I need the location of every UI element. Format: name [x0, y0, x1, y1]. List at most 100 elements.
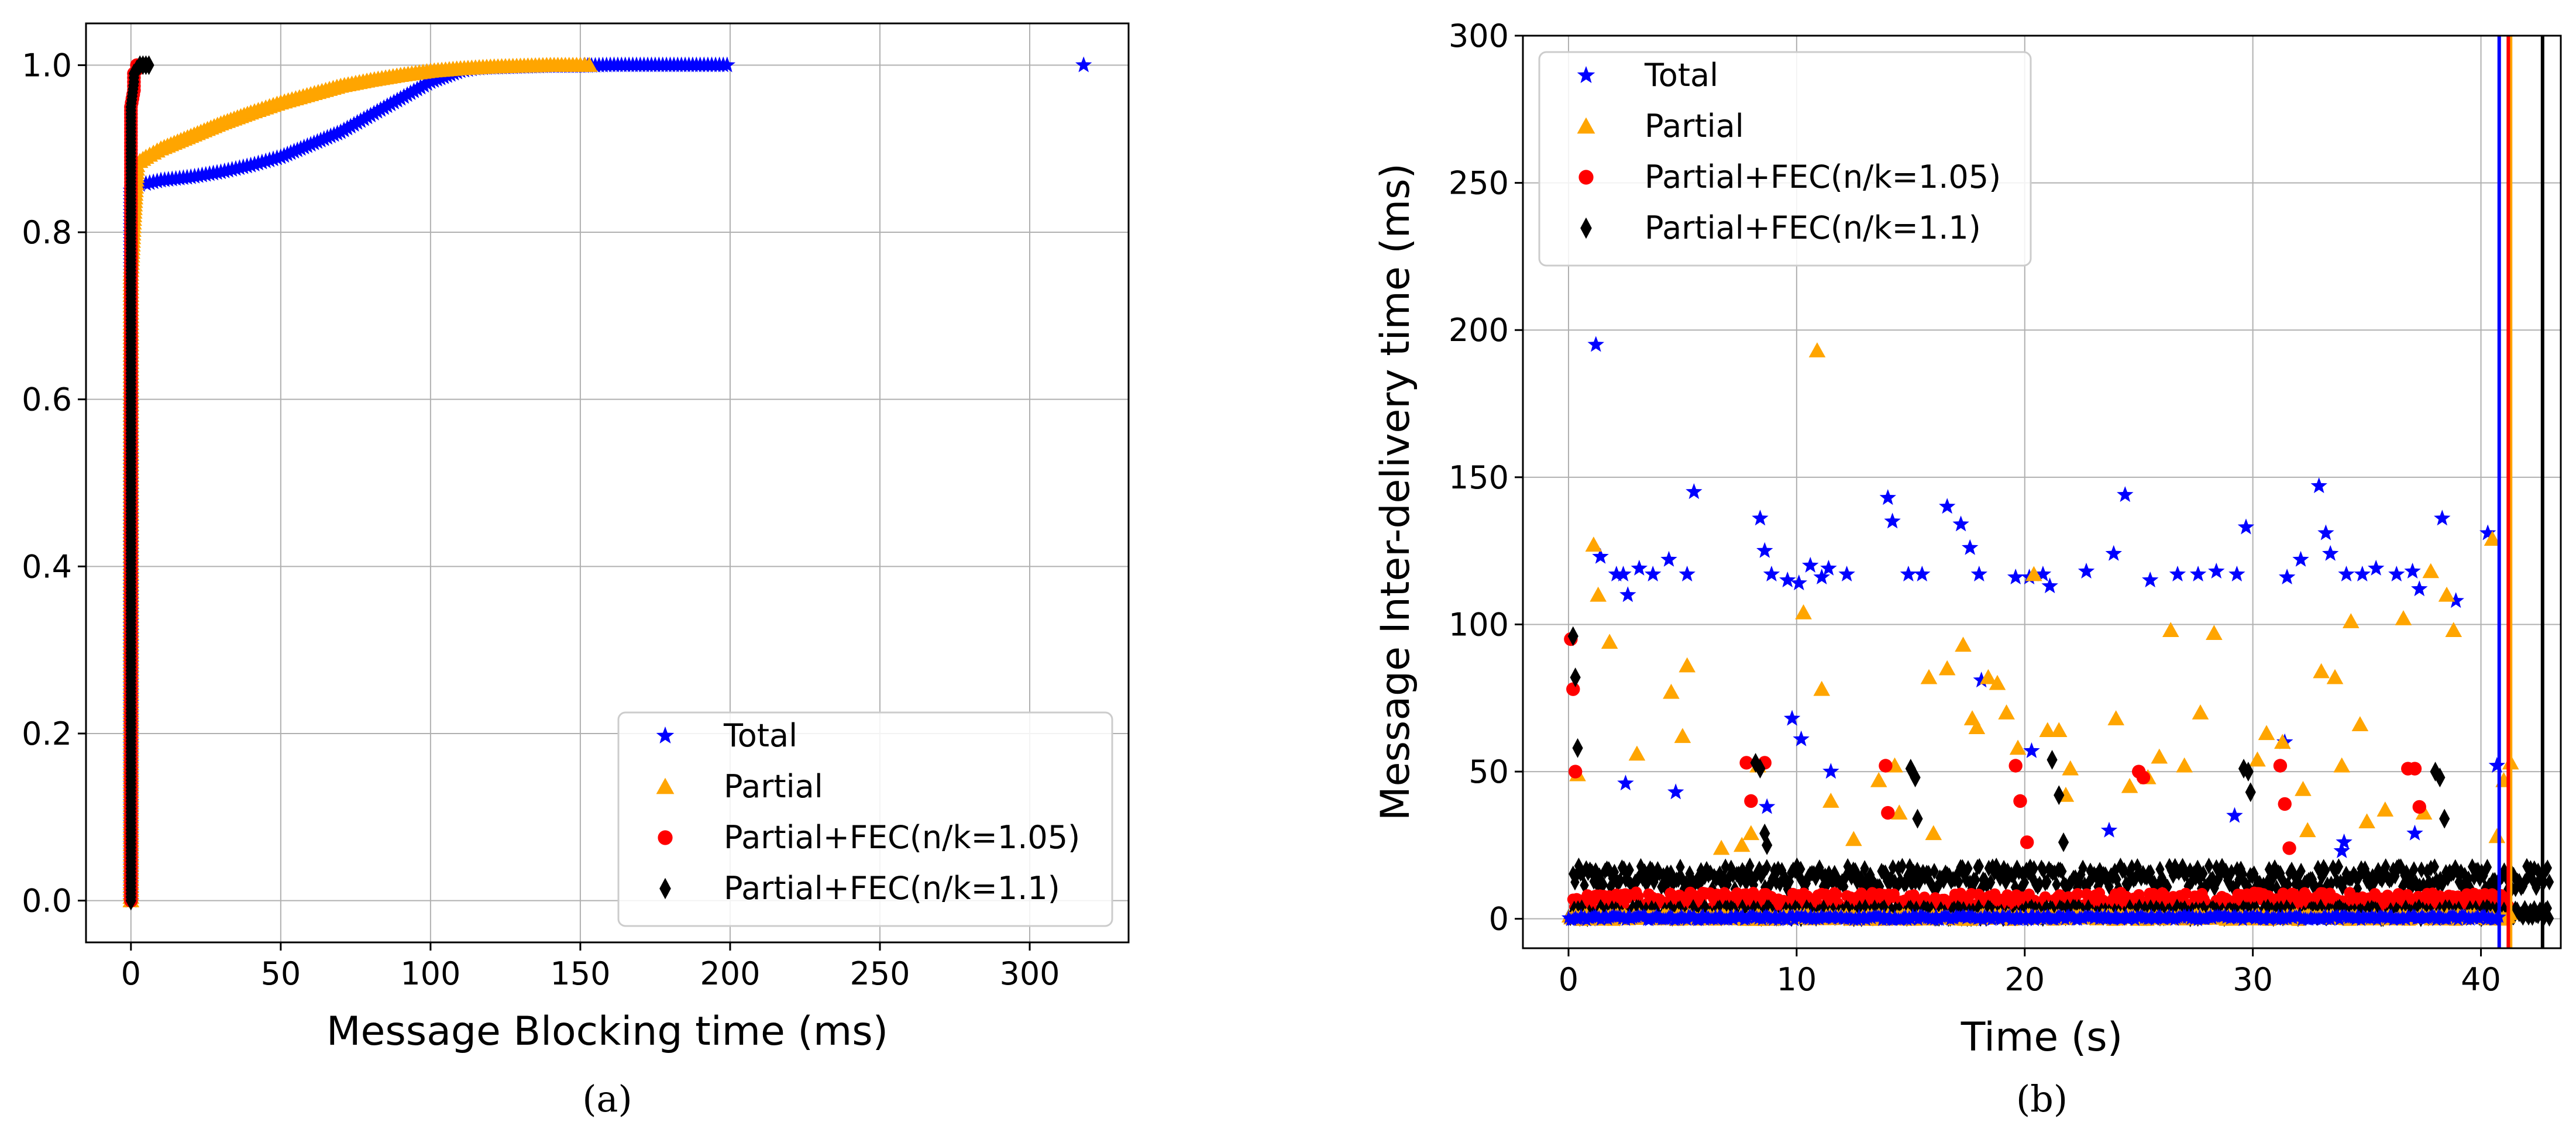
band-point-partial-fec-n-k-1-1	[1721, 858, 1730, 876]
band-point-partial-fec-n-k-1-1	[1638, 870, 1648, 887]
band-point-partial-fec-n-k-1-1	[1909, 863, 1918, 881]
point-total	[2338, 566, 2355, 581]
band-point-partial-fec-n-k-1-1	[2082, 880, 2092, 897]
point-partial	[1742, 825, 1760, 841]
band-point-partial-fec-n-k-1-1	[2120, 862, 2129, 879]
point-total	[2322, 545, 2339, 561]
point-total	[1962, 539, 1979, 555]
band-point-partial-fec-n-k-1-1	[1862, 873, 1872, 890]
y-tick-label: 0.2	[22, 715, 72, 752]
y-tick-label: 0	[1489, 901, 1509, 938]
point-total	[1756, 542, 1773, 558]
point-total	[2310, 477, 2327, 493]
point-total	[2007, 569, 2024, 584]
point-partial	[1845, 831, 1862, 846]
band-point-total	[2408, 908, 2422, 922]
chart-panel-a: 0 50 100 150 200 250 300 0.0 0.2 0.4 0.6 0.8 1.0 Mes…	[22, 22, 1130, 1120]
point-partial	[1712, 839, 1730, 855]
plot-frame-b	[1522, 35, 2562, 949]
band-point-partial-fec-n-k-1-1	[2307, 870, 2317, 888]
dense-band-total	[1561, 908, 2506, 927]
point-partial	[2484, 531, 2501, 546]
band-point-total	[2485, 910, 2499, 924]
grid-b	[1523, 35, 2561, 948]
chart-panel-b: 0 10 20 30 40 0 50 100 150 200 250 300 Time (s) Mes…	[1373, 18, 2562, 1120]
point-total	[2023, 742, 2040, 758]
point-partial-fec-n-k-1-05	[2408, 762, 2422, 776]
y-tick-label: 100	[1449, 606, 1509, 643]
point-partial-fec-n-k-1-1	[1570, 667, 1581, 687]
data-marks-a	[122, 55, 1092, 911]
band-point-partial-fec-n-k-1-1	[2221, 862, 2231, 880]
point-partial	[2176, 757, 2193, 773]
x-axis-label-b: Time (s)	[1961, 1014, 2123, 1061]
axis-ticks-b: 0 10 20 30 40 0 50 100 150 200 250 300	[1449, 18, 2501, 998]
y-tick-label: 0.8	[22, 214, 72, 251]
band-point-partial-fec-n-k-1-1	[2334, 858, 2344, 875]
point-total	[1952, 515, 1969, 532]
point-partial	[2326, 669, 2344, 684]
legend-label-total: Total	[723, 717, 797, 754]
band-point-partial-fec-n-k-1-1	[1954, 873, 1963, 891]
legend-box	[1538, 51, 2032, 267]
point-total	[2078, 562, 2095, 579]
point-partial-fec-n-k-1-1	[2439, 808, 2450, 829]
band-point-partial-fec-n-k-1-1	[2238, 865, 2248, 883]
point-partial	[1585, 536, 1602, 552]
point-partial	[2206, 625, 2223, 640]
point-total	[1619, 586, 1636, 603]
band-point-partial-fec-n-k-1-1	[1739, 865, 1749, 882]
point-partial-fec-n-k-1-05	[1879, 759, 1893, 773]
point-partial-fec-n-k-1-05	[1744, 794, 1758, 808]
point-partial	[1980, 669, 1997, 684]
point-partial	[1955, 636, 1972, 652]
band-point-partial-fec-n-k-1-1	[1722, 876, 1732, 893]
band-point-partial-fec-n-k-1-1	[1930, 863, 1939, 880]
point-partial	[2009, 739, 2027, 755]
point-partial	[2358, 813, 2375, 829]
band-point-partial-fec-n-k-1-1	[2199, 865, 2208, 882]
point-partial	[2395, 610, 2412, 625]
band-point-partial-fec-n-k-1-1	[1655, 864, 1664, 882]
point-partial-fec-n-k-1-1	[1567, 626, 1578, 646]
point-total	[2447, 592, 2464, 608]
point-total	[2292, 550, 2309, 567]
band-point-partial-fec-n-k-1-1	[2086, 862, 2095, 880]
point-partial	[2295, 780, 2312, 796]
point-partial-fec-n-k-1-05	[1568, 765, 1583, 779]
band-point-total	[2415, 908, 2429, 922]
point-partial-fec-n-k-1-1	[143, 55, 154, 75]
point-partial-fec-n-k-1-1	[2243, 762, 2254, 782]
point-partial-fec-n-k-1-05	[2278, 797, 2292, 811]
point-partial	[1938, 660, 1956, 676]
point-total	[718, 56, 735, 73]
y-tick-label: 0.6	[22, 381, 72, 418]
band-point-partial-fec-n-k-1-1	[2326, 875, 2336, 893]
point-partial	[2445, 622, 2462, 637]
point-total	[1779, 572, 1796, 588]
point-total	[2479, 524, 2496, 541]
point-total	[2208, 562, 2225, 579]
legend-marker-partial	[656, 777, 675, 794]
band-point-partial-fec-n-k-1-1	[1897, 858, 1907, 875]
band-point-partial-fec-n-k-1-1	[2543, 859, 2552, 877]
point-partial	[2488, 828, 2506, 844]
band-point-partial-fec-n-k-1-1	[2236, 860, 2245, 877]
point-total	[2336, 833, 2353, 849]
point-partial-fec-n-k-1-1	[2245, 782, 2256, 803]
y-tick-label: 250	[1449, 165, 1509, 202]
x-tick-label: 300	[999, 955, 1060, 992]
band-point-partial-fec-n-k-1-1	[1824, 865, 1834, 882]
point-total	[1822, 763, 1839, 779]
band-point-partial-fec-n-k-1-1	[1705, 864, 1715, 882]
band-point-partial-fec-n-k-1-1	[2084, 875, 2093, 892]
point-partial	[2299, 822, 2316, 838]
vertical-lines-b	[2497, 36, 2544, 948]
point-partial	[580, 57, 598, 72]
band-point-partial-fec-n-k-1-1	[2289, 865, 2298, 883]
band-point-partial-fec-n-k-1-1	[2058, 863, 2067, 880]
y-tick-label: 1.0	[22, 47, 72, 84]
point-total	[1608, 566, 1625, 581]
band-point-partial-fec-n-k-1-1	[1651, 868, 1660, 886]
band-point-partial-fec-n-k-1-05	[2180, 887, 2192, 900]
